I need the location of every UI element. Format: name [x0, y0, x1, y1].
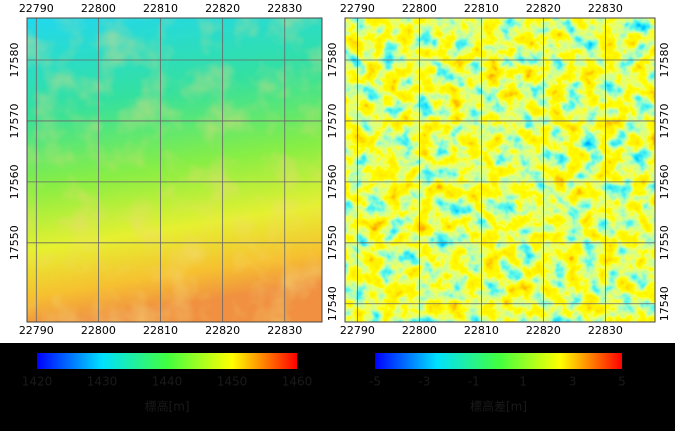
colorbars: 1420 1430 1440 1450 1460 標高[m] -5 -3 -1 1 3 5 標高差[m] — [22, 353, 626, 414]
colorbar-title: 標高[m] — [144, 399, 189, 414]
x-tick-label: 22830 — [267, 2, 302, 15]
y-tick-label: 17570 — [658, 103, 671, 138]
colorbar — [37, 353, 297, 369]
colorbar-label: -3 — [418, 375, 430, 389]
x-tick-label: 22820 — [205, 2, 240, 15]
colorbar-label: 5 — [618, 375, 626, 389]
colorbar-label: 3 — [569, 375, 577, 389]
colorbar-label: 1430 — [87, 375, 118, 389]
y-tick-label: 17580 — [658, 43, 671, 78]
y-tick-label: 17580 — [8, 43, 21, 78]
x-tick-label: 22790 — [19, 2, 54, 15]
y-tick-label: 17580 — [326, 43, 339, 78]
y-tick-label: 17540 — [658, 286, 671, 321]
y-tick-label: 17560 — [658, 164, 671, 199]
x-tick-label: 22800 — [402, 2, 437, 15]
y-tick-label: 17550 — [658, 225, 671, 260]
colorbar — [375, 353, 622, 369]
y-tick-label: 17560 — [326, 164, 339, 199]
y-tick-label: 17550 — [8, 225, 21, 260]
x-tick-label: 22810 — [464, 2, 499, 15]
x-tick-label: 22830 — [588, 324, 623, 337]
y-tick-label: 17550 — [326, 225, 339, 260]
colorbar-title: 標高差[m] — [470, 399, 527, 414]
colorbar-label: -1 — [468, 375, 480, 389]
x-tick-label: 22830 — [267, 324, 302, 337]
x-tick-label: 22810 — [143, 324, 178, 337]
y-tick-label: 17540 — [326, 286, 339, 321]
elevation-map — [26, 17, 323, 323]
y-tick-label: 17570 — [326, 103, 339, 138]
raster — [345, 18, 655, 322]
y-tick-label: 17560 — [8, 164, 21, 199]
x-tick-label: 22820 — [526, 2, 561, 15]
x-tick-label: 22790 — [19, 324, 54, 337]
x-tick-label: 22820 — [526, 324, 561, 337]
y-tick-label: 17570 — [8, 103, 21, 138]
x-tick-label: 22800 — [81, 2, 116, 15]
x-tick-label: 22790 — [340, 324, 375, 337]
frame — [26, 17, 323, 323]
difference-map — [344, 17, 656, 323]
x-tick-label: 22810 — [143, 2, 178, 15]
x-tick-label: 22800 — [402, 324, 437, 337]
colorbar-label: 1 — [519, 375, 527, 389]
x-tick-label: 22830 — [588, 2, 623, 15]
x-tick-label: 22790 — [340, 2, 375, 15]
colorbar-label: 1450 — [217, 375, 248, 389]
x-tick-label: 22820 — [205, 324, 240, 337]
x-tick-label: 22800 — [81, 324, 116, 337]
colorbar-label: 1440 — [152, 375, 183, 389]
colorbar-label: 1420 — [22, 375, 53, 389]
x-tick-label: 22810 — [464, 324, 499, 337]
frame — [344, 17, 656, 323]
colorbar-label: 1460 — [282, 375, 313, 389]
colorbar-label: -5 — [369, 375, 381, 389]
raster-texture — [27, 18, 322, 322]
